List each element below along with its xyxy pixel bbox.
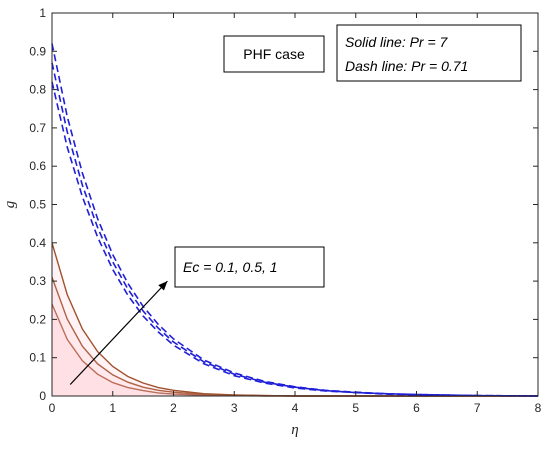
y-tick-label: 0 [39, 389, 46, 403]
ec-label: Ec = 0.1, 0.5, 1 [183, 259, 278, 275]
y-tick-label: 0.3 [29, 274, 46, 288]
y-axis-label: g [2, 200, 18, 208]
series-4-line [51, 81, 539, 397]
x-tick-label: 2 [170, 401, 177, 415]
y-tick-label: 0.9 [29, 44, 46, 58]
ticks-layer: 0 1 2 3 4 5 6 7 8 0 0.1 0.2 0.3 0.4 0.5 0.6 0.7 0.8 0.9 1 [29, 6, 541, 415]
case-label-box: PHF case [223, 35, 325, 73]
ec-label-box: Ec = 0.1, 0.5, 1 [174, 246, 325, 288]
x-tick-label: 6 [413, 401, 420, 415]
legend-dash-text: Dash line: Pr = 0.71 [345, 58, 468, 74]
case-label: PHF case [243, 46, 305, 62]
y-tick-label: 1 [39, 6, 46, 20]
x-tick-label: 1 [109, 401, 116, 415]
ec-arrow [69, 280, 168, 385]
series-6-line [51, 43, 539, 397]
y-tick-label: 0.6 [29, 159, 46, 173]
x-axis-label: η [291, 422, 298, 438]
x-tick-label: 0 [49, 401, 56, 415]
series-3-fill [52, 242, 538, 396]
x-tick-label: 8 [535, 401, 542, 415]
y-tick-label: 0.7 [29, 121, 46, 135]
series-2-fill [52, 277, 538, 396]
series-layer [51, 43, 539, 397]
y-tick-label: 0.5 [29, 198, 46, 212]
y-tick-label: 0.8 [29, 83, 46, 97]
ec-arrow-shaft [69, 280, 168, 385]
ec-arrow-head [158, 281, 168, 291]
y-tick-label: 0.4 [29, 236, 46, 250]
x-tick-label: 7 [474, 401, 481, 415]
series-1-fill [52, 304, 538, 396]
y-tick-label: 0.1 [29, 351, 46, 365]
x-tick-label: 5 [352, 401, 359, 415]
x-tick-label: 3 [231, 401, 238, 415]
legend-solid-text: Solid line: Pr = 7 [345, 34, 449, 50]
legend-box: Solid line: Pr = 7 Dash line: Pr = 0.71 [336, 24, 522, 82]
series-5-line [51, 62, 539, 397]
x-tick-label: 4 [292, 401, 299, 415]
y-tick-label: 0.2 [29, 312, 46, 326]
